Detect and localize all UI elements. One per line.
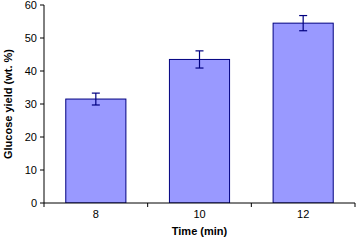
y-tick-label: 40 bbox=[25, 65, 37, 77]
error-bar bbox=[92, 93, 100, 105]
error-cap bbox=[92, 104, 100, 105]
y-tick-label: 20 bbox=[25, 131, 37, 143]
y-tick bbox=[40, 203, 44, 204]
x-axis bbox=[44, 203, 355, 204]
y-tick-label: 30 bbox=[25, 98, 37, 110]
error-cap bbox=[92, 93, 100, 94]
error-stem bbox=[303, 16, 304, 31]
y-tick bbox=[40, 137, 44, 138]
y-tick bbox=[40, 104, 44, 105]
error-cap bbox=[299, 30, 307, 31]
error-bar bbox=[196, 51, 204, 68]
x-tick-label: 12 bbox=[297, 208, 309, 220]
x-tick bbox=[355, 203, 356, 207]
x-tick bbox=[251, 203, 252, 207]
y-tick-label: 50 bbox=[25, 32, 37, 44]
error-stem bbox=[95, 93, 96, 105]
y-tick bbox=[40, 170, 44, 171]
x-tick-label: 8 bbox=[93, 208, 99, 220]
x-tick bbox=[44, 203, 45, 207]
error-cap bbox=[196, 67, 204, 68]
y-axis-title: Glucose yield (wt. %) bbox=[2, 49, 14, 159]
y-tick-label: 0 bbox=[31, 197, 37, 209]
y-tick-label: 60 bbox=[25, 0, 37, 11]
y-tick bbox=[40, 71, 44, 72]
y-tick-label: 10 bbox=[25, 164, 37, 176]
bar bbox=[169, 59, 229, 203]
y-tick bbox=[40, 5, 44, 6]
error-stem bbox=[199, 51, 200, 68]
bar bbox=[66, 99, 126, 203]
error-bar bbox=[299, 16, 307, 31]
error-cap bbox=[196, 50, 204, 51]
y-tick bbox=[40, 38, 44, 39]
chart: 0 10 20 30 40 50 60 8 10 12 Time (min) Glucose yiel… bbox=[0, 0, 361, 242]
error-cap bbox=[299, 15, 307, 16]
bar bbox=[273, 23, 333, 203]
x-axis-title: Time (min) bbox=[172, 225, 228, 237]
bars bbox=[66, 16, 333, 203]
x-tick-label: 10 bbox=[193, 208, 205, 220]
x-tick bbox=[147, 203, 148, 207]
